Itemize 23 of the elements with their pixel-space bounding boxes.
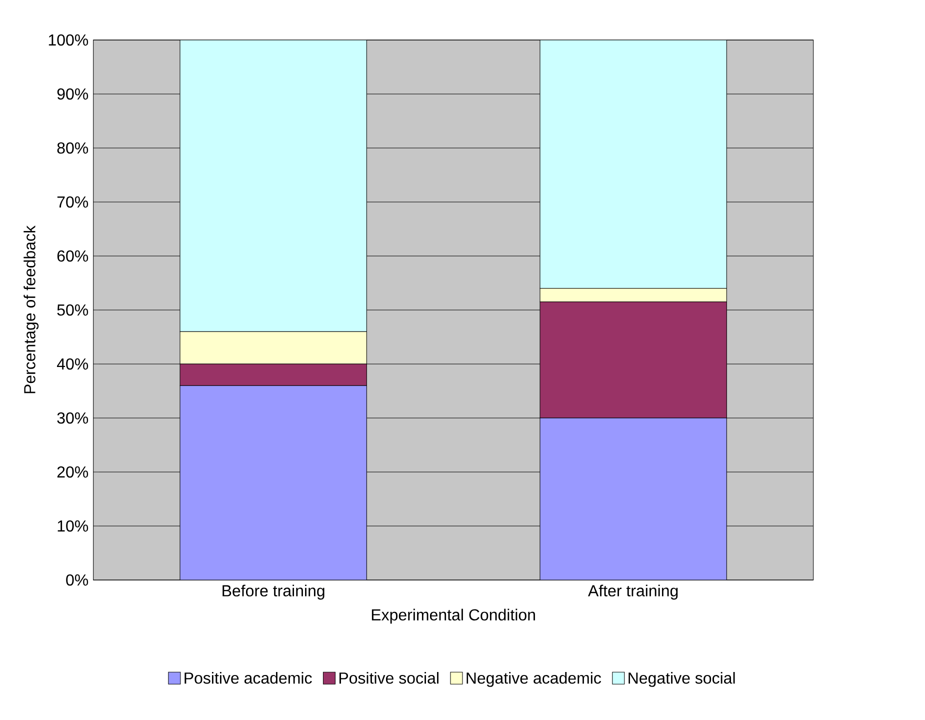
y-tick-label: 90% <box>57 88 88 100</box>
legend-label: Negative academic <box>466 672 602 687</box>
bar <box>540 418 727 580</box>
y-tick-label: 60% <box>57 250 88 262</box>
y-tick-label: 80% <box>57 142 88 154</box>
legend-label: Negative social <box>628 672 735 687</box>
y-tick-label: 100% <box>48 34 88 46</box>
bar <box>180 385 367 580</box>
legend-label: Positive social <box>339 672 438 684</box>
y-tick-label: 50% <box>57 304 88 316</box>
y-tick-label: 20% <box>57 466 88 478</box>
legend-label: Positive academic <box>184 672 312 684</box>
bar <box>540 40 727 289</box>
y-tick-label: 30% <box>57 412 88 424</box>
bar <box>180 40 367 332</box>
y-tick-label: 10% <box>58 520 88 532</box>
y-tick-label: 0% <box>66 574 88 586</box>
x-axis-title: Experimental Condition <box>372 608 535 624</box>
y-tick-label: 40% <box>56 358 88 370</box>
y-tick-label: 70% <box>57 196 88 208</box>
y-axis-title: Percentage of feedback <box>24 225 39 394</box>
x-tick-label: Before training <box>222 584 324 600</box>
x-tick-label: After training <box>588 584 678 600</box>
